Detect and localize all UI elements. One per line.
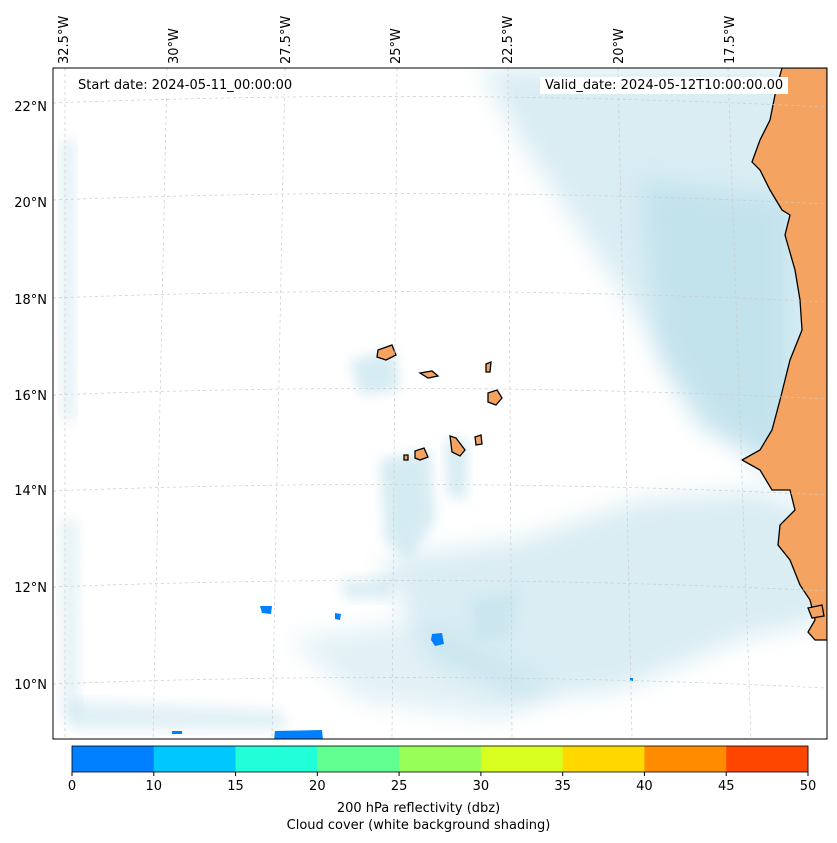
colorbar-label: 200 hPa reflectivity (dbz) <box>336 801 501 816</box>
colorbar-tick-label: 45 <box>718 779 735 794</box>
island-sal <box>485 360 492 373</box>
colorbar-sublabel: Cloud cover (white background shading) <box>286 818 551 833</box>
land-masses <box>376 68 827 641</box>
lat-label: 14°N <box>14 484 47 499</box>
colorbar-segment <box>235 746 318 772</box>
colorbar-tick-label: 50 <box>800 779 817 794</box>
lat-label: 20°N <box>14 196 47 211</box>
island-brava <box>403 454 409 461</box>
colorbar-tick-label: 10 <box>146 779 163 794</box>
colorbar-tick-label: 20 <box>309 779 326 794</box>
latitude-labels: 22°N 20°N 18°N 16°N 14°N 12°N 10°N <box>14 100 47 693</box>
colorbar-tick-label: 15 <box>227 779 244 794</box>
west-africa-coast <box>740 68 827 641</box>
reflectivity-blob <box>431 633 444 646</box>
island-santo-antao <box>376 344 397 361</box>
island-maio <box>474 434 483 446</box>
graticule <box>53 68 827 739</box>
longitude-labels: 32.5°W 30°W 27.5°W 25°W 22.5°W 20°W 17.5… <box>57 16 738 64</box>
lat-label: 16°N <box>14 389 47 404</box>
valid-date-label: Valid_date: 2024-05-12T10:00:00.00 <box>540 77 789 94</box>
island-sao-nicolau <box>418 370 440 379</box>
colorbar-segment <box>644 746 727 772</box>
cloud-cover-shading <box>60 68 827 730</box>
lon-label: 27.5°W <box>279 16 294 64</box>
colorbar-tick-label: 35 <box>554 779 571 794</box>
colorbar-segment <box>72 746 155 772</box>
map-frame <box>52 67 828 740</box>
island-fogo <box>414 447 429 461</box>
lon-label: 32.5°W <box>57 16 72 64</box>
colorbar-segment <box>317 746 400 772</box>
colorbar: 0 10 15 20 25 30 35 40 45 50 <box>68 745 817 794</box>
reflectivity-blob <box>335 613 341 620</box>
colorbar-segment <box>726 746 809 772</box>
lat-label: 18°N <box>14 293 47 308</box>
colorbar-segment <box>399 746 482 772</box>
colorbar-segment <box>562 746 645 772</box>
reflectivity-blob <box>172 731 182 734</box>
lon-label: 22.5°W <box>501 16 516 64</box>
lat-label: 22°N <box>14 100 47 115</box>
lon-label: 17.5°W <box>723 16 738 64</box>
island-santiago <box>449 435 466 457</box>
colorbar-segment <box>153 746 237 772</box>
colorbar-frame <box>71 745 809 773</box>
lon-label: 20°W <box>612 28 627 64</box>
island-boa-vista <box>487 389 503 406</box>
colorbar-segment <box>480 746 564 772</box>
island-bijagos <box>807 604 825 619</box>
start-date-label: Start date: 2024-05-11_00:00:00 <box>73 77 298 94</box>
colorbar-tick-label: 25 <box>391 779 408 794</box>
lon-label: 30°W <box>167 28 182 64</box>
colorbar-tick-label: 30 <box>473 779 490 794</box>
colorbar-tick-label: 0 <box>68 779 76 794</box>
lat-label: 10°N <box>14 678 47 693</box>
reflectivity-areas <box>172 606 633 739</box>
lat-label: 12°N <box>14 581 47 596</box>
reflectivity-blob <box>260 606 272 614</box>
colorbar-tick-label: 40 <box>636 779 653 794</box>
lon-label: 25°W <box>389 28 404 64</box>
reflectivity-blob <box>274 730 323 739</box>
